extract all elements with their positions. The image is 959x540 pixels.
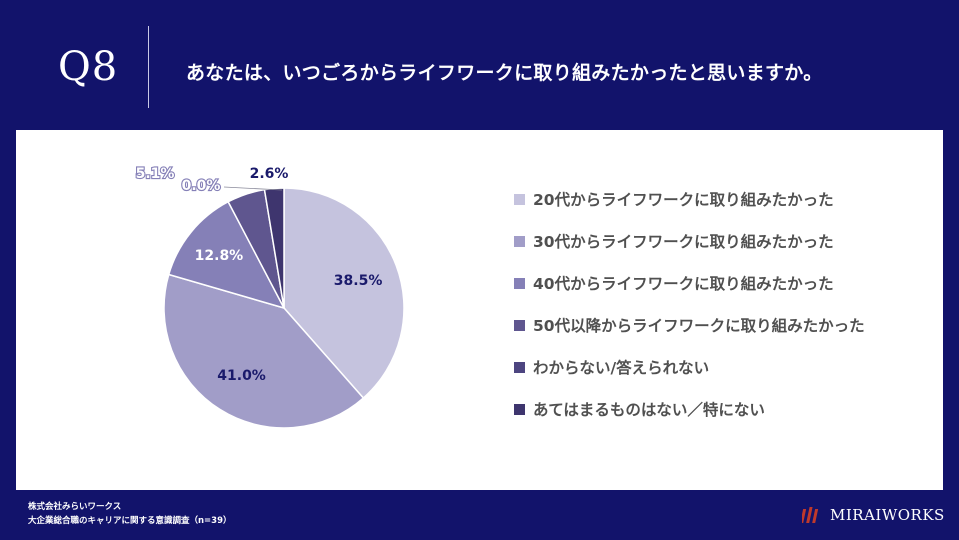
legend-label: 50代以降からライフワークに取り組みたかった (533, 317, 865, 335)
logo-bar-1 (802, 509, 807, 523)
brand: MIRAIWORKS (802, 505, 945, 525)
logo-bar-2 (806, 507, 813, 523)
legend-swatch (514, 235, 525, 247)
header-divider (148, 26, 149, 108)
pie-slice-1 (283, 187, 405, 400)
footer-survey: 大企業総合職のキャリアに関する意識調査（n=39） (28, 516, 232, 526)
legend-label: 20代からライフワークに取り組みたかった (533, 191, 834, 209)
header: Q8 あなたは、いつごろからライフワークに取り組みたかったと思いますか。 (0, 0, 959, 130)
legend-item-2: 30代からライフワークに取り組みたかった (514, 220, 865, 262)
question-number: Q8 (58, 44, 119, 90)
pie-slice-3 (167, 200, 286, 310)
chart-legend: 20代からライフワークに取り組みたかった 30代からライフワークに取り組みたかった… (514, 178, 865, 430)
slice-label-6: 2.6% (250, 166, 289, 182)
legend-item-1: 20代からライフワークに取り組みたかった (514, 178, 865, 220)
legend-swatch (514, 319, 525, 331)
logo-bar-3 (812, 509, 819, 523)
slice-label-4: 5.1% (136, 166, 175, 182)
legend-swatch (514, 403, 525, 415)
legend-label: 40代からライフワークに取り組みたかった (533, 275, 834, 293)
question-text: あなたは、いつごろからライフワークに取り組みたかったと思いますか。 (186, 62, 823, 84)
leader-line (223, 186, 283, 191)
legend-swatch (514, 277, 525, 289)
legend-item-6: あてはまるものはない／特にない (514, 388, 865, 430)
slice-label-1: 38.5% (334, 273, 383, 289)
legend-item-3: 40代からライフワークに取り組みたかった (514, 262, 865, 304)
legend-label: あてはまるものはない／特にない (533, 401, 765, 419)
chart-panel: 38.5% 41.0% 12.8% 5.1% 0.0% 2.6% 20代からライフワークに… (16, 130, 943, 490)
brand-name: MIRAIWORKS (830, 506, 945, 524)
slice-label-5: 0.0% (182, 178, 221, 194)
footer-company: 株式会社みらいワークス (28, 502, 122, 512)
slice-label-3: 12.8% (195, 248, 244, 264)
legend-item-5: わからない/答えられない (514, 346, 865, 388)
slice-label-2: 41.0% (217, 368, 266, 384)
legend-label: わからない/答えられない (533, 359, 710, 377)
legend-swatch (514, 193, 525, 205)
pie-chart: 38.5% 41.0% 12.8% 5.1% 0.0% 2.6% (134, 165, 405, 429)
footer-source: 株式会社みらいワークス 大企業総合職のキャリアに関する意識調査（n=39） (28, 500, 232, 528)
brand-logo-icon (802, 507, 819, 523)
pie-slice-2 (163, 273, 365, 429)
legend-swatch (514, 361, 525, 373)
pie-slice-6 (263, 187, 285, 309)
legend-label: 30代からライフワークに取り組みたかった (533, 233, 834, 251)
legend-item-4: 50代以降からライフワークに取り組みたかった (514, 304, 865, 346)
